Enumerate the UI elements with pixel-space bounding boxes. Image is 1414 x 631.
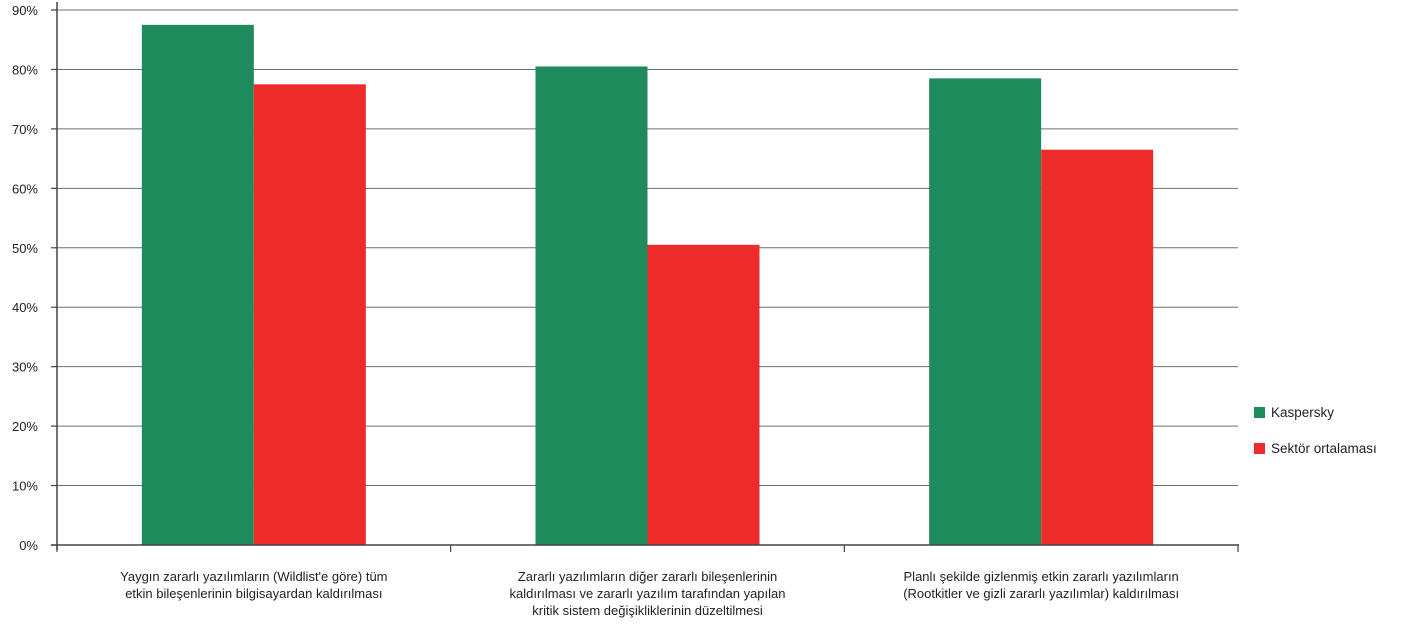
bar-kaspersky (929, 78, 1042, 545)
y-tick-label: 80% (12, 62, 38, 77)
y-tick-label: 90% (12, 3, 38, 18)
category-label-line: etkin bileşenlerinin bilgisayardan kaldı… (125, 586, 382, 601)
category-label-line: (Rootkitler ve gizli zararlı yazılımlar)… (903, 586, 1179, 601)
bar-sector-average (253, 84, 366, 546)
category-label-line: Planlı şekilde gizlenmiş etkin zararlı y… (904, 569, 1179, 584)
category-label: Planlı şekilde gizlenmiş etkin zararlı y… (903, 569, 1179, 601)
bar-kaspersky (535, 66, 648, 545)
category-labels: Yaygın zararlı yazılımların (Wildlist'e … (120, 569, 1179, 618)
legend-label-sector-average: Sektör ortalaması (1271, 441, 1377, 456)
legend-label-kaspersky: Kaspersky (1271, 405, 1334, 420)
category-label: Zararlı yazılımların diğer zararlı bileş… (509, 569, 785, 618)
y-tick-labels: 0% 10% 20% 30% 40% 50% 60% 70% 80% 90% (12, 3, 38, 553)
category-label-line: kaldırılması ve zararlı yazılım tarafınd… (509, 586, 785, 601)
y-tick-label: 50% (12, 241, 38, 256)
y-tick-label: 70% (12, 122, 38, 137)
bar-sector-average (1041, 149, 1154, 545)
legend-swatch-sector-average (1254, 443, 1265, 454)
y-tick-label: 40% (12, 300, 38, 315)
bar-sector-average (647, 244, 760, 546)
legend: Kaspersky Sektör ortalaması (1254, 405, 1377, 456)
y-tick-label: 10% (12, 479, 38, 494)
category-label-line: kritik sistem değişikliklerinin düzeltil… (532, 603, 763, 618)
bars (141, 24, 1154, 546)
y-tick-label: 60% (12, 181, 38, 196)
y-tick-label: 0% (19, 538, 38, 553)
legend-swatch-kaspersky (1254, 407, 1265, 418)
bar-kaspersky (141, 24, 254, 546)
axes (51, 2, 1239, 552)
category-label: Yaygın zararlı yazılımların (Wildlist'e … (120, 569, 387, 601)
category-label-line: Zararlı yazılımların diğer zararlı bileş… (518, 569, 777, 584)
y-tick-label: 20% (12, 419, 38, 434)
y-tick-label: 30% (12, 360, 38, 375)
category-label-line: Yaygın zararlı yazılımların (Wildlist'e … (120, 569, 387, 584)
